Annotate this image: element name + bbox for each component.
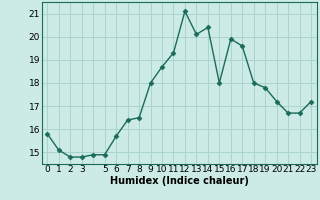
X-axis label: Humidex (Indice chaleur): Humidex (Indice chaleur) [110,176,249,186]
